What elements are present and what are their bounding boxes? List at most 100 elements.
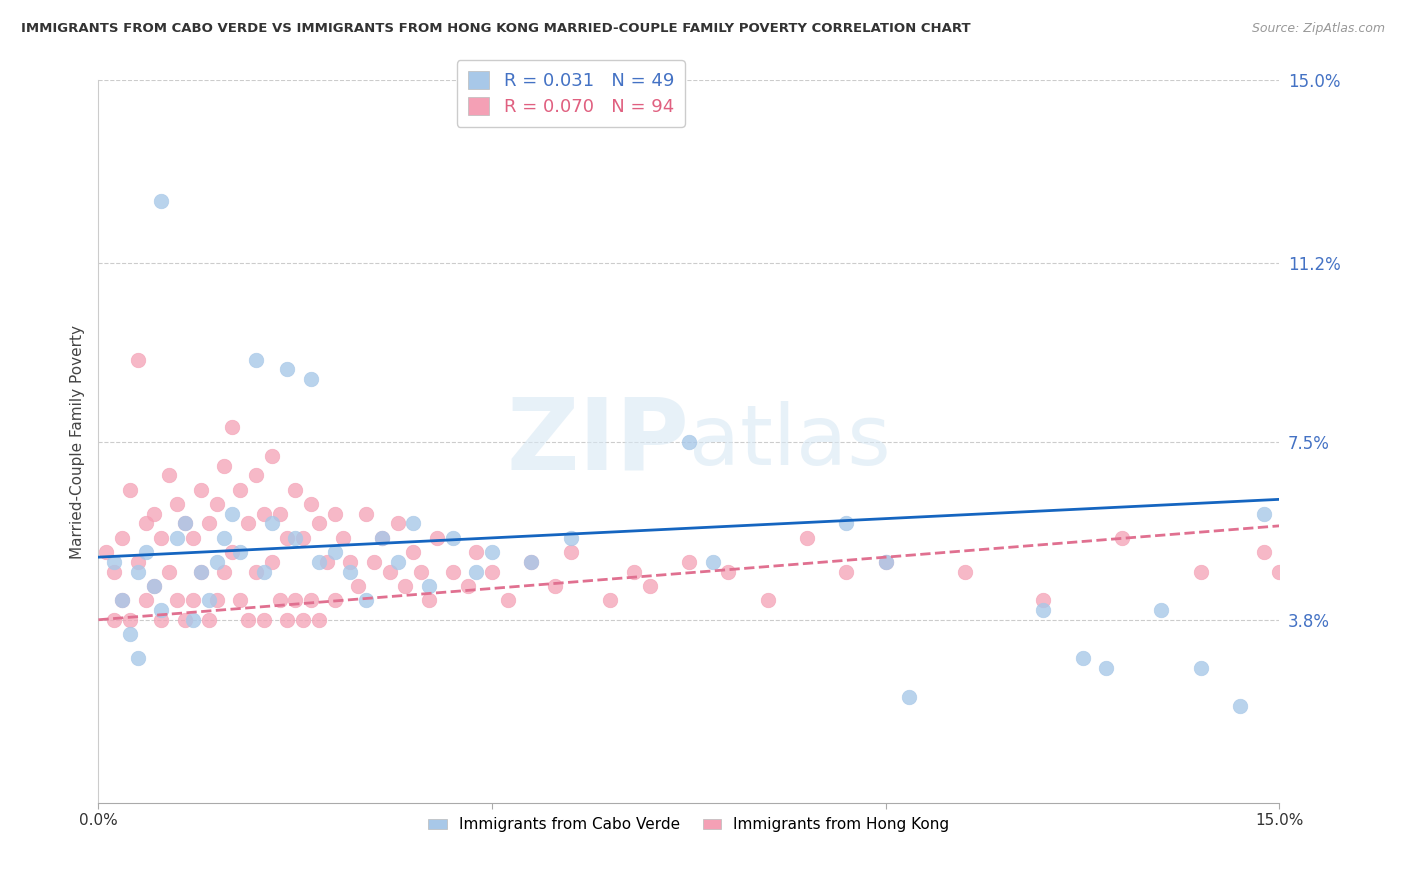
Point xyxy=(276,531,298,545)
Point xyxy=(174,613,197,627)
Point xyxy=(253,507,276,521)
Point xyxy=(142,579,165,593)
Point xyxy=(284,593,307,607)
Point xyxy=(441,565,464,579)
Point xyxy=(150,531,173,545)
Point xyxy=(339,565,361,579)
Point xyxy=(299,372,322,386)
Point xyxy=(387,555,409,569)
Point xyxy=(190,565,212,579)
Point xyxy=(135,593,157,607)
Point xyxy=(339,555,361,569)
Point xyxy=(1032,593,1054,607)
Point xyxy=(347,579,370,593)
Point xyxy=(835,516,858,531)
Point xyxy=(678,555,700,569)
Point xyxy=(1229,699,1251,714)
Point xyxy=(953,565,976,579)
Point xyxy=(1268,565,1291,579)
Point xyxy=(387,516,409,531)
Point xyxy=(221,420,243,434)
Point xyxy=(354,593,377,607)
Point xyxy=(898,690,921,704)
Point xyxy=(441,531,464,545)
Point xyxy=(1150,603,1173,617)
Point xyxy=(276,613,298,627)
Text: atlas: atlas xyxy=(689,401,890,482)
Point xyxy=(221,507,243,521)
Point xyxy=(332,531,354,545)
Point xyxy=(111,593,134,607)
Point xyxy=(756,593,779,607)
Point xyxy=(157,468,180,483)
Point xyxy=(118,483,141,497)
Point xyxy=(205,497,228,511)
Point xyxy=(292,613,315,627)
Point xyxy=(544,579,567,593)
Point xyxy=(229,593,252,607)
Point xyxy=(299,593,322,607)
Point xyxy=(560,531,582,545)
Point xyxy=(245,468,267,483)
Point xyxy=(465,545,488,559)
Point xyxy=(150,603,173,617)
Point xyxy=(127,651,149,665)
Point xyxy=(236,613,259,627)
Point xyxy=(411,565,433,579)
Point xyxy=(308,516,330,531)
Point xyxy=(717,565,740,579)
Point xyxy=(260,449,283,463)
Point xyxy=(205,593,228,607)
Point xyxy=(875,555,897,569)
Point xyxy=(1189,661,1212,675)
Point xyxy=(111,531,134,545)
Point xyxy=(1253,545,1275,559)
Point xyxy=(103,613,125,627)
Point xyxy=(197,516,219,531)
Point xyxy=(1032,603,1054,617)
Point xyxy=(174,516,197,531)
Point xyxy=(638,579,661,593)
Point xyxy=(481,565,503,579)
Point xyxy=(103,565,125,579)
Point xyxy=(260,555,283,569)
Point xyxy=(1071,651,1094,665)
Point xyxy=(323,545,346,559)
Point xyxy=(1095,661,1118,675)
Point xyxy=(253,613,276,627)
Point xyxy=(371,531,394,545)
Point xyxy=(269,593,291,607)
Point xyxy=(190,565,212,579)
Point xyxy=(103,555,125,569)
Point xyxy=(354,507,377,521)
Point xyxy=(260,516,283,531)
Point xyxy=(253,565,276,579)
Point xyxy=(402,545,425,559)
Point xyxy=(1253,507,1275,521)
Point xyxy=(127,352,149,367)
Point xyxy=(127,555,149,569)
Point xyxy=(142,507,165,521)
Point xyxy=(269,507,291,521)
Legend: Immigrants from Cabo Verde, Immigrants from Hong Kong: Immigrants from Cabo Verde, Immigrants f… xyxy=(422,812,956,838)
Point xyxy=(315,555,337,569)
Point xyxy=(402,516,425,531)
Y-axis label: Married-Couple Family Poverty: Married-Couple Family Poverty xyxy=(69,325,84,558)
Point xyxy=(118,613,141,627)
Point xyxy=(418,579,440,593)
Point xyxy=(796,531,818,545)
Text: ZIP: ZIP xyxy=(506,393,689,490)
Point xyxy=(465,565,488,579)
Point xyxy=(205,555,228,569)
Point xyxy=(111,593,134,607)
Point xyxy=(157,565,180,579)
Point xyxy=(599,593,621,607)
Point xyxy=(481,545,503,559)
Point xyxy=(623,565,645,579)
Point xyxy=(118,627,141,641)
Point xyxy=(181,593,204,607)
Point xyxy=(323,593,346,607)
Point xyxy=(308,555,330,569)
Point xyxy=(1189,565,1212,579)
Point xyxy=(166,593,188,607)
